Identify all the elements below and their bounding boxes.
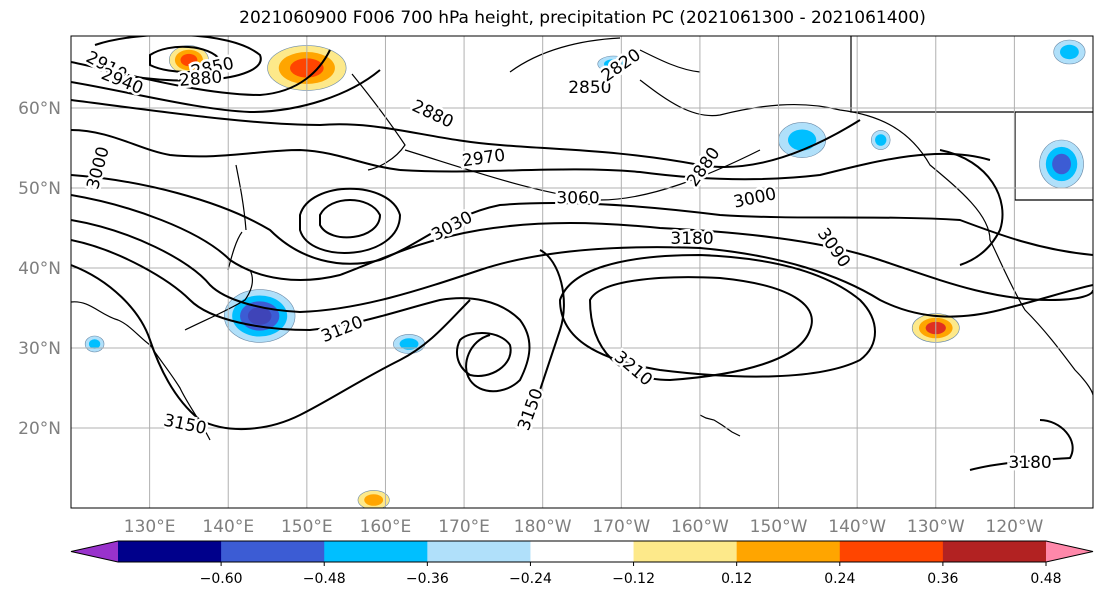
longitude-labels: 130°E 140°E 150°E 160°E 170°E 180°W 170°W 160°W… xyxy=(124,517,1044,537)
contour-3120 xyxy=(71,239,531,393)
longitude-label: 120°W xyxy=(986,517,1044,537)
contour-label: 2850 xyxy=(568,78,611,98)
contour-label: 2880 xyxy=(178,67,223,91)
colorbar-tick-label: −0.36 xyxy=(406,571,449,587)
precip-shade xyxy=(1052,153,1071,175)
longitude-label: 170°W xyxy=(592,517,650,537)
colorbar-segment xyxy=(118,541,222,562)
contour-3000-b xyxy=(399,152,991,181)
latitude-label: 20°N xyxy=(18,419,61,439)
precip-shade xyxy=(88,339,101,349)
contour-2850-left xyxy=(149,45,222,73)
longitude-label: 150°E xyxy=(281,517,333,537)
contour-2910 xyxy=(71,49,331,97)
height-contours xyxy=(71,36,1093,471)
contour-low-ring-2 xyxy=(299,187,402,254)
precip-shade xyxy=(787,129,817,151)
contour-low-ring-1 xyxy=(319,199,382,239)
colorbar xyxy=(70,540,1094,563)
coast-japan xyxy=(184,231,254,331)
precip-shade xyxy=(1059,44,1079,60)
contour-3090 xyxy=(71,219,1093,318)
longitude-label: 170°E xyxy=(438,517,490,537)
precip-shade xyxy=(180,53,198,67)
contour-right-ridge xyxy=(939,149,1004,266)
latitude-label: 30°N xyxy=(18,339,61,359)
map-frame xyxy=(70,35,1094,509)
longitude-label: 140°E xyxy=(202,517,254,537)
precip-shade xyxy=(604,59,623,69)
longitude-label: 160°E xyxy=(360,517,412,537)
colorbar-segment xyxy=(324,541,428,562)
contour-3060 xyxy=(71,194,1093,302)
map-background xyxy=(71,36,1093,508)
longitude-label: 180°W xyxy=(514,517,572,537)
colorbar-extend-low xyxy=(71,541,118,562)
precip-shade xyxy=(247,307,272,325)
contour-3000-a xyxy=(71,129,401,171)
colorbar-segment xyxy=(839,541,944,562)
longitude-label: 130°E xyxy=(124,517,176,537)
contour-2880-left xyxy=(94,36,262,82)
colorbar-tick-labels: −0.60 −0.48 −0.36 −0.24 −0.12 0.12 0.24 0.36 0.4… xyxy=(200,562,1062,587)
contour-2940 xyxy=(71,69,381,114)
colorbar-segment xyxy=(942,541,1047,562)
colorbar-tick-label: 0.48 xyxy=(1030,571,1061,587)
latitude-label: 60°N xyxy=(18,99,61,119)
colorbar-segment xyxy=(736,541,841,562)
colorbar-tick-label: −0.24 xyxy=(509,571,552,587)
precip-shade xyxy=(875,134,887,146)
coast-na-west xyxy=(989,239,1093,396)
contour-3030 xyxy=(71,174,1093,265)
colorbar-tick-label: −0.60 xyxy=(200,571,243,587)
precipitation-layer xyxy=(84,39,1086,508)
contour-label: 3180 xyxy=(670,229,713,249)
contour-2970 xyxy=(71,99,861,168)
graticule xyxy=(71,36,1093,508)
coast-arctic xyxy=(509,37,701,73)
contour-3150 xyxy=(71,249,565,430)
colorbar-tick-label: −0.48 xyxy=(303,571,346,587)
contour-high-pacific xyxy=(456,332,512,377)
colorbar-tick-label: −0.12 xyxy=(612,571,655,587)
colorbar-segment xyxy=(633,541,738,562)
coast-sakhalin xyxy=(235,164,247,231)
latitude-label: 50°N xyxy=(18,179,61,199)
coast-hawaii xyxy=(699,414,741,437)
colorbar-segment xyxy=(530,541,635,562)
latitude-labels: 60°N 50°N 40°N 30°N 20°N xyxy=(18,99,61,439)
contour-3180-right xyxy=(969,419,1074,471)
colorbar-segment xyxy=(427,541,531,562)
colorbar-outline xyxy=(70,540,1094,563)
colorbar-tick-label: 0.36 xyxy=(927,571,958,587)
precip-shade xyxy=(399,338,419,350)
precip-shade xyxy=(364,494,384,506)
colorbar-tick-label: 0.12 xyxy=(721,571,752,587)
latitude-label: 40°N xyxy=(18,259,61,279)
longitude-label: 150°W xyxy=(750,517,808,537)
contour-label: 3060 xyxy=(556,188,599,208)
contour-3210 xyxy=(588,276,813,382)
colorbar-segment xyxy=(221,541,325,562)
contour-3180 xyxy=(558,253,876,378)
longitude-label: 140°W xyxy=(828,517,886,537)
contour-label: 3180 xyxy=(1008,453,1051,473)
colorbar-tick-label: 0.24 xyxy=(824,571,855,587)
longitude-label: 130°W xyxy=(907,517,965,537)
longitude-label: 160°W xyxy=(671,517,729,537)
coast-canada-box xyxy=(850,36,1093,201)
colorbar-extend-high xyxy=(1046,541,1093,562)
map-title: 2021060900 F006 700 hPa height, precipit… xyxy=(239,8,926,28)
